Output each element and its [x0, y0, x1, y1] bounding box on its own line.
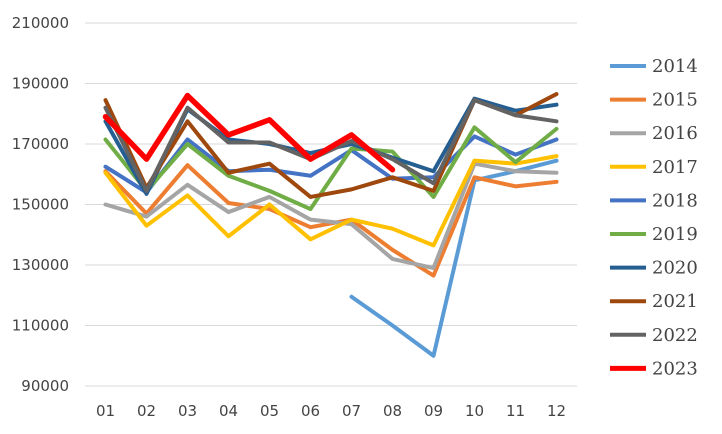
legend-label: 2016: [652, 123, 698, 144]
y-axis: 90000 110000 130000 150000 170000 190000 21000…: [12, 14, 69, 395]
legend-label: 2021: [652, 291, 698, 312]
x-tick-label: 01: [96, 402, 115, 420]
plot-area: [102, 92, 559, 358]
legend-label: 2019: [652, 224, 698, 245]
series-line-2019: [103, 125, 559, 212]
x-tick-label: 05: [260, 402, 279, 420]
gridlines: [85, 22, 577, 387]
legend: 2014 2015 2016 2017 2018 2019 2020 2021 2022 2023: [610, 56, 698, 379]
x-tick-label: 08: [383, 402, 402, 420]
legend-label: 2018: [652, 190, 698, 211]
y-tick-label: 110000: [12, 317, 69, 335]
x-tick-label: 11: [506, 402, 525, 420]
y-tick-label: 130000: [12, 256, 69, 274]
legend-label: 2020: [652, 258, 698, 279]
legend-label: 2023: [652, 358, 698, 379]
x-tick-label: 02: [137, 402, 156, 420]
x-tick-label: 10: [465, 402, 484, 420]
x-tick-label: 12: [547, 402, 566, 420]
legend-label: 2022: [652, 325, 698, 346]
y-tick-label: 190000: [12, 75, 69, 93]
legend-label: 2015: [652, 90, 698, 111]
legend-label: 2017: [652, 157, 698, 178]
y-tick-label: 90000: [21, 377, 69, 395]
x-tick-label: 03: [178, 402, 197, 420]
x-tick-label: 09: [424, 402, 443, 420]
series-line-2014: [349, 158, 559, 358]
series-line-2023: [102, 92, 396, 173]
series-line-2016: [103, 161, 559, 271]
y-tick-label: 150000: [12, 196, 69, 214]
x-tick-label: 06: [301, 402, 320, 420]
series-line-2017: [103, 154, 559, 248]
x-tick-label: 07: [342, 402, 361, 420]
x-axis: 01 02 03 04 05 06 07 08 09 10 11 12: [96, 402, 566, 420]
x-tick-label: 04: [219, 402, 238, 420]
y-tick-label: 170000: [12, 135, 69, 153]
legend-label: 2014: [652, 56, 698, 77]
series-line-2018: [103, 134, 559, 195]
y-tick-label: 210000: [12, 14, 69, 32]
